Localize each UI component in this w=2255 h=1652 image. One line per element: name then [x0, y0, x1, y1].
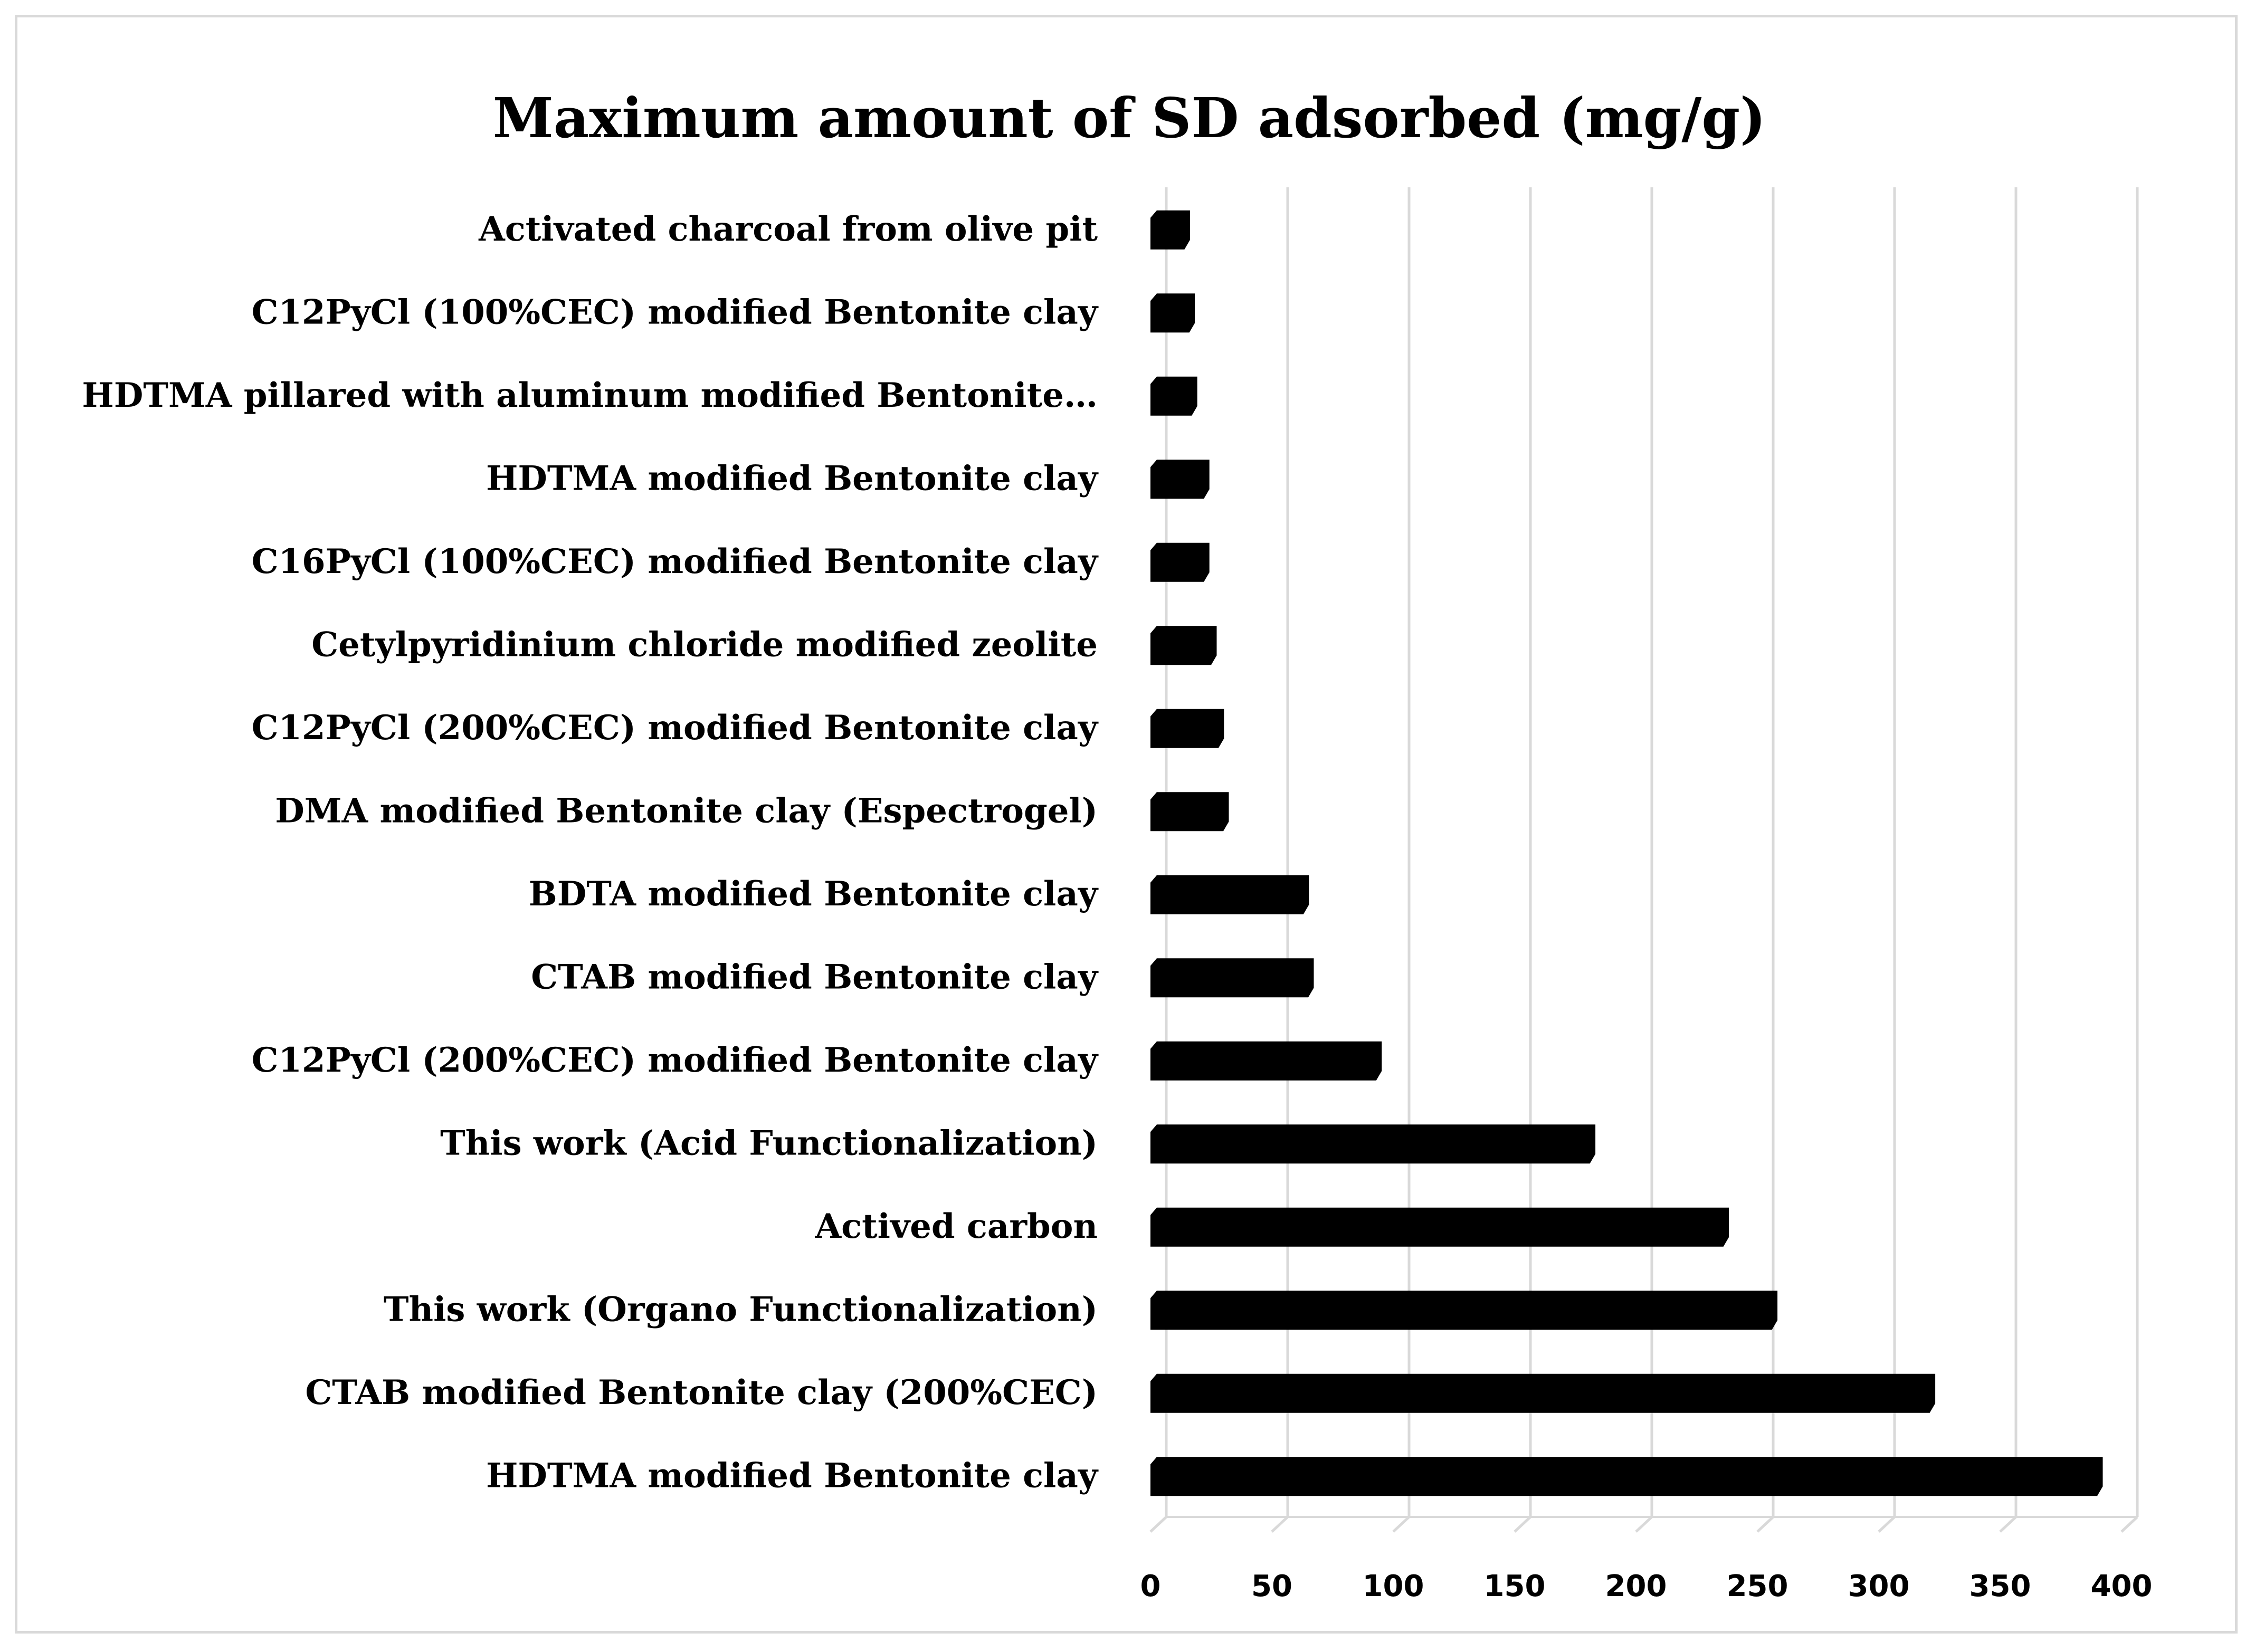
x-tick-label: 350: [1969, 1569, 2031, 1603]
category-label: CTAB modified Bentonite clay (200%CEC): [305, 1373, 1098, 1412]
x-tick-label: 100: [1363, 1569, 1424, 1603]
bar: [1150, 542, 1210, 582]
bar: [1150, 1457, 2103, 1496]
x-tick-label: 150: [1484, 1569, 1546, 1603]
chart-frame: [15, 15, 2238, 1634]
bar: [1150, 376, 1197, 416]
bar: [1150, 1291, 1778, 1330]
bar: [1150, 1041, 1382, 1081]
floor-gridline: [1756, 1516, 1774, 1533]
bar: [1150, 460, 1210, 499]
floor-gridline: [2120, 1516, 2138, 1533]
bar: [1150, 1373, 1936, 1413]
grid-layer: [1149, 187, 2139, 1533]
bar-layer: [1150, 210, 2103, 1496]
floor-gridline: [1878, 1516, 1896, 1533]
bar: [1150, 293, 1195, 333]
category-label: HDTMA modified Bentonite clay: [486, 459, 1099, 498]
category-label: This work (Acid Functionalization): [440, 1123, 1098, 1163]
bar: [1150, 1124, 1596, 1164]
category-label: C12PyCl (100%CEC) modified Bentonite cla…: [252, 292, 1099, 332]
floor-gridline: [1514, 1516, 1531, 1533]
floor-gridline: [1271, 1516, 1289, 1533]
category-label: HDTMA modified Bentonite clay: [486, 1456, 1099, 1495]
floor-gridline: [1392, 1516, 1410, 1533]
bar: [1150, 210, 1190, 250]
bar: [1150, 626, 1217, 665]
category-label: Activated charcoal from olive pit: [478, 209, 1098, 249]
x-tick-label: 250: [1727, 1569, 1788, 1603]
bar: [1150, 1207, 1729, 1247]
category-label: HDTMA pillared with aluminum modified Be…: [82, 376, 1098, 415]
category-label: BDTA modified Bentonite clay: [529, 874, 1099, 914]
category-label-layer: HDTMA modified Bentonite clay CTAB modifi…: [82, 209, 1098, 1496]
floor-gridline: [1149, 1516, 1167, 1533]
x-tick-label: 400: [2091, 1569, 2153, 1603]
floor-gridline: [1999, 1516, 2017, 1533]
x-tick-label: 50: [1251, 1569, 1292, 1603]
x-tick-label: 300: [1848, 1569, 1910, 1603]
floor-gridline: [1635, 1516, 1653, 1533]
category-label: Actived carbon: [814, 1207, 1098, 1246]
bar: [1150, 792, 1229, 832]
x-tick-label: 0: [1140, 1569, 1161, 1603]
category-label: This work (Organo Functionalization): [384, 1290, 1098, 1329]
category-label: C16PyCl (100%CEC) modified Bentonite cla…: [252, 542, 1099, 581]
category-label: C12PyCl (200%CEC) modified Bentonite cla…: [252, 1040, 1099, 1080]
category-label: DMA modified Bentonite clay (Espectrogel…: [275, 791, 1098, 830]
bar: [1150, 709, 1224, 748]
category-label: C12PyCl (200%CEC) modified Bentonite cla…: [252, 708, 1099, 748]
category-label: CTAB modified Bentonite clay: [531, 957, 1099, 997]
category-label: Cetylpyridinium chloride modified zeolit…: [311, 625, 1098, 664]
bar: [1150, 958, 1314, 998]
bar: [1150, 875, 1309, 914]
chart-title: Maximum amount of SD adsorbed (mg/g): [493, 85, 1766, 150]
x-tick-label: 200: [1605, 1569, 1667, 1603]
tick-label-layer: 0 50 100 150 200 250 300 350 400: [1140, 1569, 2153, 1603]
